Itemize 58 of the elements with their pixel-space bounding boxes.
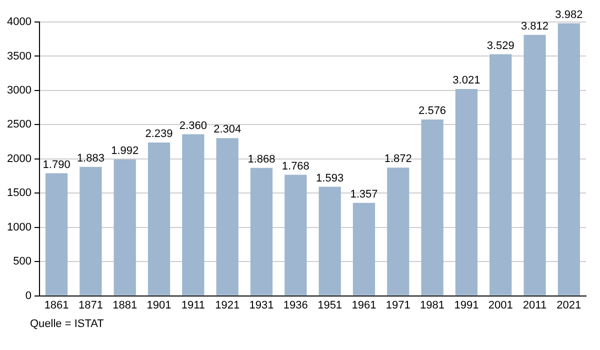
bar [524,34,546,296]
data-label: 1.593 [316,172,344,184]
bar [182,134,204,296]
data-label: 2.576 [418,105,446,118]
x-tick-label: 1981 [420,299,445,312]
bar [216,138,238,296]
x-tick-label: 1921 [215,299,240,312]
bar [455,89,478,296]
bar [558,23,580,296]
bar [387,168,410,296]
x-tick-label: 1931 [249,299,274,312]
y-tick-label: 0 [25,290,32,302]
x-tick-label: 1871 [78,299,103,312]
y-tick-label: 2500 [6,118,32,131]
y-tick-label: 3000 [6,84,32,96]
data-label: 2.239 [145,128,173,140]
x-tick-label: 1951 [318,299,342,312]
data-label: 1.992 [111,144,139,157]
data-label: 3.529 [486,40,514,52]
data-label: 1.768 [282,160,310,172]
x-tick-label: 1911 [181,299,206,312]
y-tick-label: 500 [13,256,32,268]
source-note: Quelle = ISTAT [30,318,104,330]
y-tick-label: 4000 [6,16,32,28]
x-tick-label: 2021 [556,299,582,312]
bar [284,174,307,296]
y-tick-label: 2000 [6,152,32,165]
x-tick-label: 1971 [386,299,410,312]
bar [250,168,273,296]
bar [352,202,376,296]
y-tick-label: 3500 [6,50,32,62]
bar [45,173,68,296]
bar [114,159,136,296]
bar [421,119,444,296]
data-label: 1.868 [248,153,276,166]
x-tick-label: 1991 [454,299,479,312]
data-label: 1.357 [350,188,378,200]
x-tick-label: 2001 [488,299,513,312]
x-tick-label: 1881 [112,299,138,312]
x-tick-label: 1936 [283,299,308,312]
bar [318,186,341,296]
data-label: 3.812 [520,20,549,32]
x-tick-label: 1961 [352,299,376,312]
y-tick-label: 1000 [6,221,32,234]
x-tick-label: 1901 [146,299,172,312]
data-label: 1.790 [42,158,70,171]
data-label: 1.883 [76,152,104,164]
x-tick-label: 2011 [522,299,547,312]
data-label: 2.304 [214,124,242,136]
data-label: 1.872 [384,153,412,166]
data-label: 2.360 [179,120,207,132]
data-label: 3.021 [452,74,480,87]
bar [148,142,170,296]
bar [490,54,512,296]
bar [80,166,102,296]
x-tick-label: 1861 [44,299,69,312]
y-tick-label: 1500 [6,187,32,200]
data-label: 3.982 [555,8,583,21]
